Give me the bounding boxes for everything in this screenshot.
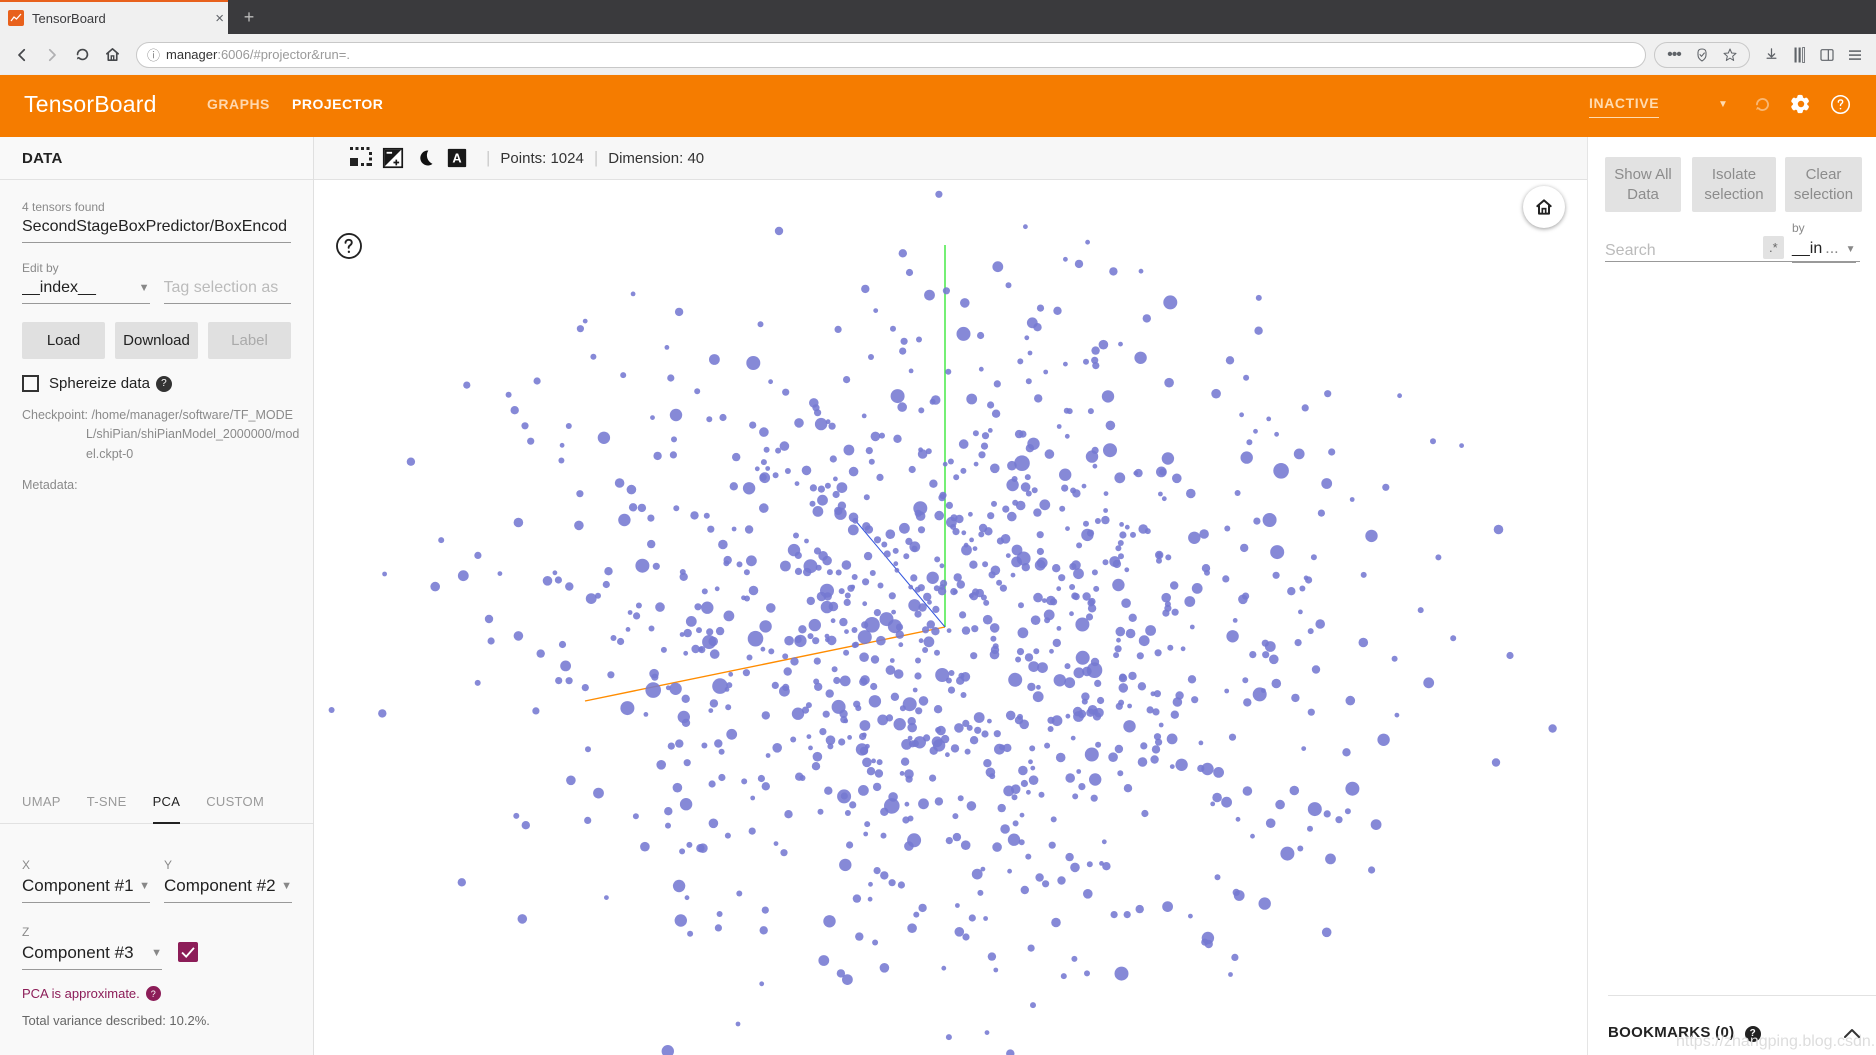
svg-text:A: A (452, 151, 461, 166)
